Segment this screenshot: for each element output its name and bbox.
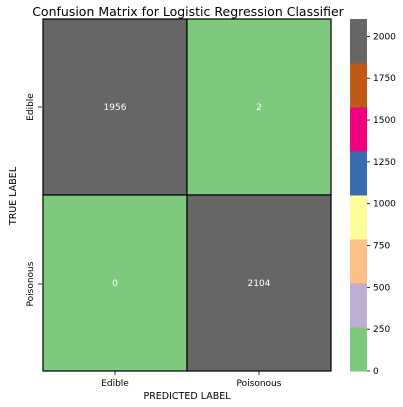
heatmap-value-poisonous-edible: 0 — [112, 279, 118, 289]
colorbar-segment-1 — [350, 283, 367, 328]
colorbar-segment-0 — [350, 327, 367, 372]
colorbar-tick-label-0: 0 — [373, 367, 379, 377]
colorbar-segment-4 — [350, 151, 367, 196]
colorbar-segment-7 — [350, 19, 367, 64]
colorbar-tick-label-500: 500 — [373, 283, 390, 293]
colorbar-segment-3 — [350, 195, 367, 240]
y-tick-label-edible: Edible — [26, 93, 36, 121]
colorbar-tick-label-1250: 1250 — [373, 158, 396, 168]
colorbar-segment-5 — [350, 107, 367, 152]
colorbar-segment-6 — [350, 63, 367, 108]
y-axis: Edible Poisonous TRUE LABEL — [8, 93, 42, 306]
colorbar-tick-label-250: 250 — [373, 325, 390, 335]
x-tick-label-edible: Edible — [101, 379, 129, 389]
colorbar-tick-label-1000: 1000 — [373, 200, 396, 210]
colorbar-tick-label-1750: 1750 — [373, 74, 396, 84]
x-axis-label: PREDICTED LABEL — [143, 391, 231, 402]
x-axis: Edible Poisonous PREDICTED LABEL — [101, 371, 282, 402]
heatmap-value-poisonous-poisonous: 2104 — [248, 279, 271, 289]
chart-title: Confusion Matrix for Logistic Regression… — [32, 4, 344, 19]
heatmap-value-edible-poisonous: 2 — [256, 103, 262, 113]
heatmap-cells — [42, 18, 332, 372]
colorbar-segments — [350, 19, 367, 372]
colorbar-tick-label-2000: 2000 — [373, 32, 396, 42]
heatmap-cell-poisonous-edible — [42, 194, 188, 372]
colorbar-ticks: 0 250 500 750 1000 1250 1500 1750 2000 — [367, 32, 396, 377]
colorbar-tick-label-750: 750 — [373, 242, 390, 252]
heatmap-cell-poisonous-poisonous — [186, 194, 332, 372]
heatmap-value-edible-edible: 1956 — [104, 103, 127, 113]
heatmap-cell-edible-edible — [42, 18, 188, 196]
y-axis-label: TRUE LABEL — [8, 166, 19, 226]
colorbar-segment-2 — [350, 239, 367, 284]
y-tick-label-poisonous: Poisonous — [26, 261, 36, 306]
x-tick-label-poisonous: Poisonous — [237, 379, 282, 389]
colorbar: 0 250 500 750 1000 1250 1500 1750 2000 — [350, 19, 396, 377]
heatmap-annotations: 1956 2 0 2104 — [104, 103, 271, 289]
heatmap-cell-edible-poisonous — [186, 18, 332, 196]
colorbar-tick-label-1500: 1500 — [373, 116, 396, 126]
